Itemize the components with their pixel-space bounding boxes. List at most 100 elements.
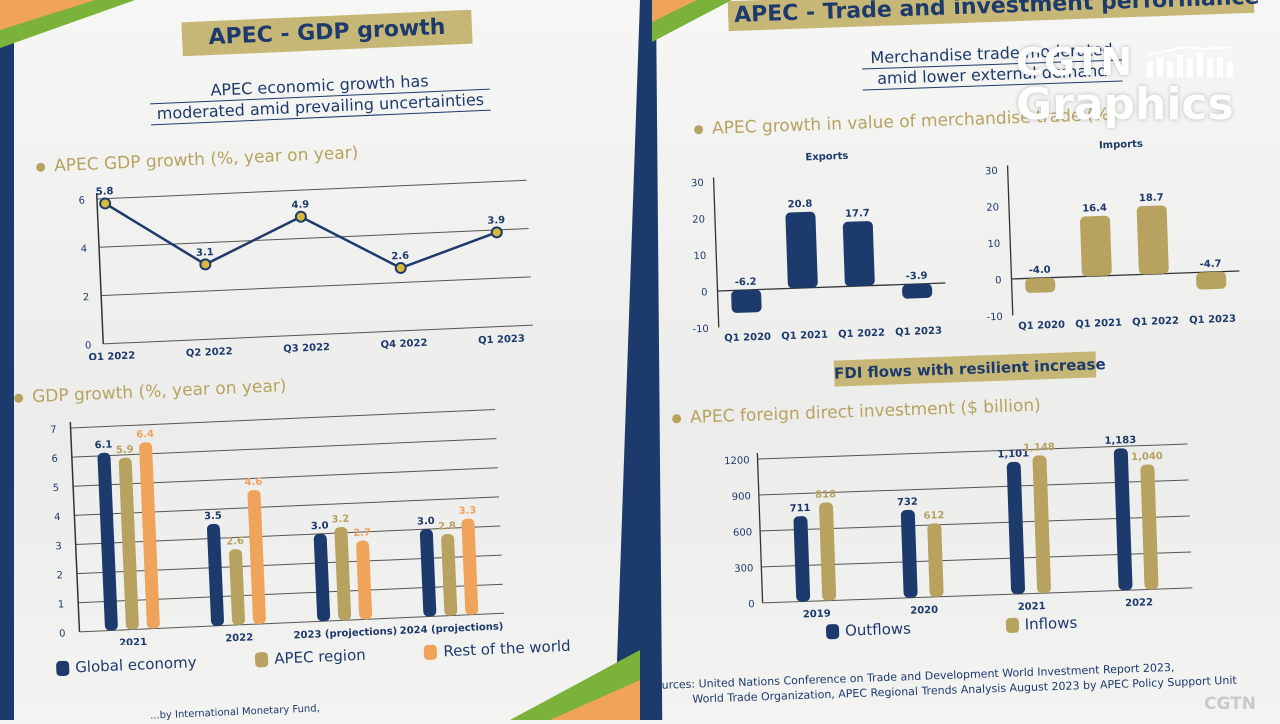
bar [902,283,933,299]
apec-gdp-line-chart: 0 2 4 6 5.8 Q1 2022 3.1 Q2 2022 4.9 Q3 2022 2.6 Q4 … [78,179,533,360]
x-tick-label: Q1 2022 [1132,316,1179,329]
chart-subtitle: Exports [805,151,848,163]
bar [118,457,139,630]
y-tick-label: 1200 [724,455,750,467]
data-label: 18.7 [1139,192,1164,204]
data-label: -6.2 [735,277,757,289]
data-label: -3.9 [906,271,928,283]
y-tick-label: 0 [995,275,1002,286]
y-tick-label: 10 [987,239,1000,250]
bar-chart-body: 03006009001200711818201973261220201,1011… [724,435,1193,620]
gridline [757,443,1188,460]
data-label: 17.7 [845,208,870,220]
y-tick-label: 2 [83,292,90,303]
x-tick-label: 2024 (projections) [400,621,504,637]
cgtn-graphics-logo: CGTN Graphics [1016,42,1235,128]
bar [900,509,918,598]
y-tick-label: 6 [78,196,85,207]
bar [1136,205,1169,275]
data-label: 3.5 [204,511,222,523]
bullet-dot [671,413,682,423]
data-label: 3.2 [331,514,349,526]
corner-decoration-bottom-left [510,650,640,720]
y-axis [69,422,81,632]
bullet-dot [693,124,704,134]
data-label: 4.6 [244,477,262,489]
data-point [199,258,212,271]
y-axis [756,453,764,603]
bar [842,221,875,287]
bar-chart-body: Imports -10 0 10 20 30 -4.0 Q1 2020 16.4 Q1 2021 1… [985,139,1240,332]
bar [731,289,762,313]
gridline [79,612,505,633]
gridline [101,276,531,297]
imports-bar-chart: Imports -10 0 10 20 30 -4.0 Q1 2020 16.4 Q1 2021 1… [985,139,1240,332]
data-label: 612 [923,510,944,522]
y-tick-label: 300 [734,563,753,575]
x-tick-label: Q1 2022 [838,328,885,341]
x-tick-label: Q2 2022 [186,346,233,359]
y-tick-label: 30 [985,166,998,177]
data-label: 3.3 [458,505,476,517]
logo-bars-icon [1147,45,1234,77]
y-tick-label: 4 [54,512,61,523]
bar [1196,271,1227,290]
data-label: 3.0 [417,516,435,528]
gridline [70,409,496,429]
data-point [99,197,112,210]
bar [1006,461,1026,595]
gridline [762,587,1193,604]
data-label: 20.8 [788,199,813,211]
bar [1140,464,1159,590]
bar [334,527,352,621]
data-label: 2.7 [353,527,371,539]
bar [819,502,837,601]
bar [247,489,266,625]
y-tick-label: 0 [59,628,66,639]
bullet-dot [13,393,24,403]
bar-chart-body: Exports -10 0 10 20 30 -6.2 Q1 2020 20.8 Q1 2021 1… [691,151,946,344]
y-tick-label: -10 [692,324,709,336]
data-label: 3.1 [196,247,214,259]
x-tick-label: 2020 [910,605,938,617]
data-label: 6.1 [94,439,112,451]
gridline [96,179,527,200]
data-label: 6.4 [136,429,154,441]
gridline [76,554,502,575]
gridline [103,324,533,345]
data-point [394,261,407,274]
legend-swatch [254,651,269,668]
y-tick-label: 1 [58,599,65,610]
y-tick-label: 20 [692,214,705,225]
data-label: 1,183 [1104,435,1136,447]
data-label: 711 [789,503,810,515]
x-tick-label: 2021 [119,637,147,645]
legend-label: Inflows [1024,613,1078,634]
y-tick-label: -10 [986,312,1003,324]
bar [139,442,160,629]
data-label: -4.7 [1200,259,1222,271]
bar [313,533,331,622]
y-tick-label: 0 [748,599,755,610]
bar [793,516,811,602]
corner-decoration-top-left [0,0,135,48]
bar [1113,448,1133,591]
y-tick-label: 7 [50,425,57,436]
y-tick-label: 4 [80,244,87,255]
data-point [490,226,503,239]
x-tick-label: Q1 2023 [478,333,525,346]
exports-bar-chart: Exports -10 0 10 20 30 -6.2 Q1 2020 20.8 Q1 2021 1… [691,151,946,344]
logo-line1: CGTN [1016,42,1235,82]
x-tick-label: Q1 2023 [895,326,942,339]
bar [419,529,437,617]
legend-label: Outflows [844,619,912,640]
gridline [73,467,498,487]
legend-swatch [825,623,840,640]
data-label: 2.6 [391,251,409,263]
data-label: 1,148 [1023,442,1055,454]
y-axis [1006,165,1014,316]
data-label: 732 [897,497,918,509]
data-label: 1,040 [1131,451,1163,463]
corner-decoration-top-right [652,0,732,42]
